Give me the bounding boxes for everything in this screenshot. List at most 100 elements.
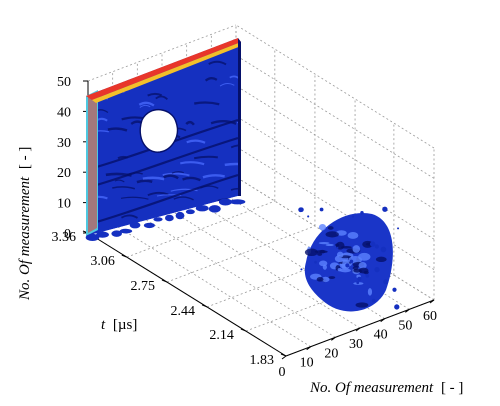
t-tick-label: 3.36 [52,230,77,245]
scan-plane-texture [230,144,238,149]
grid-floor-x [161,204,361,329]
scan-plane-ragged [129,221,141,229]
scan-blob-texture [335,243,340,247]
scan-blob-speckle [380,246,387,253]
scan-plane-ragged [175,211,185,220]
scan-blob-speckle [299,207,304,213]
scan-blob-speckle [369,241,376,247]
t-tick-mark [121,254,128,258]
grid-side-z [235,55,435,179]
scan-plane-texture [114,179,125,183]
scan-blob-speckle [374,267,380,273]
scan-blob-texture [367,288,373,296]
scan-plane-ragged [119,228,133,234]
scan-plane-t-high [85,38,246,242]
scan-blob-texture [355,302,369,308]
scan-plane-ragged [85,233,100,242]
scan-plane-texture [210,120,237,125]
scan-blob-speckle [349,259,354,264]
scan-blob-speckle [351,215,355,218]
scan-plane-texture [215,225,238,230]
grid-floor-t [166,225,316,283]
grid-side-z [235,146,435,270]
scan-blob-texture [352,245,361,253]
t-tick-label: 1.83 [250,353,275,368]
x-tick-mark [355,327,361,332]
t-tick-label: 2.44 [171,304,196,319]
x-tick-mark [306,346,311,351]
scan-plane-texture [185,120,195,126]
x-tick-label: 60 [423,309,437,324]
scan-blob-texture [318,223,327,231]
grid-floor-x [112,223,311,348]
scan-plane-texture [194,101,220,106]
scan-blob-speckle [383,279,389,285]
grid-floor-t [126,200,275,258]
scan-plane-texture [120,196,149,200]
x-tick-label: 0 [279,365,286,380]
scan-blob-texture [317,252,323,256]
scan-plane-texture [107,127,128,132]
scan-plane-texture [173,196,194,201]
scan-plane-ragged [143,222,155,229]
scan-blob-texture [358,267,369,274]
scan-plane-texture [97,117,108,122]
scan-plane-texture [230,187,238,192]
scan-plane-edge-red [88,92,97,233]
scan-blob-speckle [374,244,379,249]
scan-plane-texture [120,214,138,219]
scan-plane-texture [163,174,179,180]
z-axis-label: No. Of measurement [ - ] [17,147,33,301]
scan-blob-texture [362,240,374,248]
scan-plane-ragged [96,231,109,238]
scan-plane-top-rim [86,38,241,100]
scan-plane-ragged [208,205,221,213]
grid-floor-x [211,185,410,310]
scan-blob-texture [321,276,330,283]
scan-plane-texture [224,162,238,167]
scan-plane-texture [188,224,198,229]
scan-plane-texture [158,232,168,236]
grid-side-z [235,176,435,301]
scan-blob-texture [325,231,339,238]
scan-plane-texture [180,161,205,166]
x-tick-label: 30 [349,337,363,352]
scan-blob-texture [318,241,330,245]
scan-blob-texture [336,251,344,258]
scan-blob-texture [328,276,336,279]
grid-side-z [235,24,435,149]
x-tick-mark [281,355,287,360]
x-tick-mark [429,299,435,304]
scan-plane-texture [229,75,238,79]
scan-blob-texture [375,256,387,263]
scan-blob-texture [347,232,359,239]
x-tick-label: 40 [374,328,388,343]
scan-blob-texture [322,264,327,270]
t-tick-label: 2.75 [130,279,155,294]
scan-blob-texture [339,268,351,273]
scan-blob-speckle [336,246,339,250]
scan-plane-texture [112,186,136,190]
scan-plane-texture [142,176,165,181]
scan-plane-texture [155,95,168,101]
scan-plane-band [86,136,238,190]
t-axis-line [87,232,287,357]
scan-plane-hole-edge [139,109,178,153]
grid-back-z [87,24,237,82]
scan-plane-texture [170,188,198,192]
scan-blob-speckle [345,263,350,268]
x-tick-mark [405,308,410,313]
scan-blob-speckle [371,298,376,303]
scan-plane-texture [208,60,227,66]
scan-plane-texture [138,101,155,107]
scan-plane-texture [202,174,225,179]
scan-plane-texture [148,54,161,60]
scan-blob-speckle [360,211,364,215]
scan-plane-ragged [195,205,209,212]
scan-plane-texture [219,83,235,87]
t-tick-mark [280,353,287,357]
z-tick-labels: 0 10 20 30 40 50 [57,75,71,242]
t-tick-mark [201,304,208,308]
scan-blob-texture [337,268,342,272]
scan-plane-texture [162,172,190,177]
